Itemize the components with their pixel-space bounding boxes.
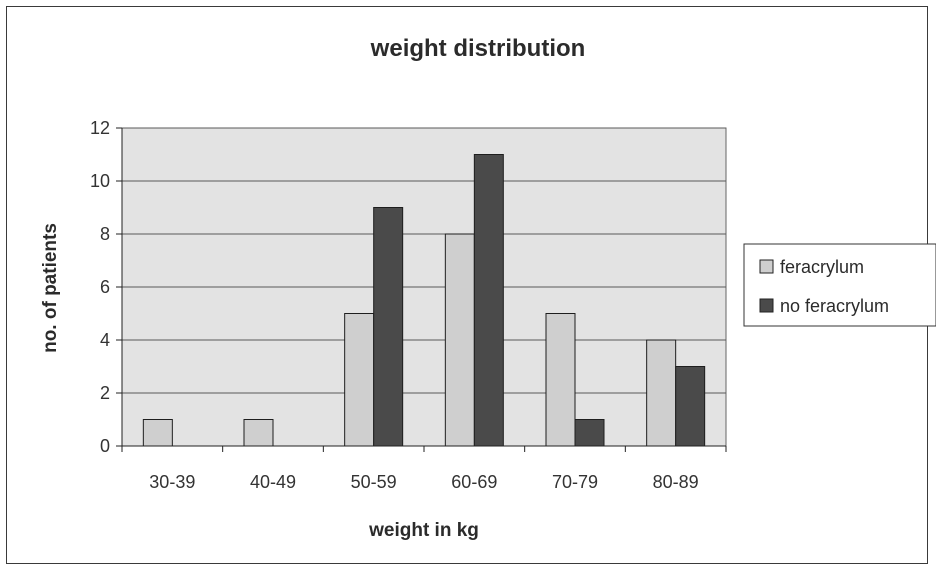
legend-swatch-feracrylum — [759, 259, 774, 274]
y-tick-label: 0 — [100, 436, 110, 456]
y-tick-label: 10 — [90, 171, 110, 191]
y-tick-label: 2 — [100, 383, 110, 403]
gridlines — [122, 127, 726, 394]
bar-feracrylum — [142, 419, 173, 447]
chart-title: weight distribution — [370, 35, 586, 62]
legend-swatch-no-feracrylum — [759, 298, 774, 313]
y-tick-label: 12 — [90, 118, 110, 138]
legend: feracrylum no feracrylum — [743, 243, 936, 327]
x-axis-title: weight in kg — [368, 520, 479, 541]
bar-feracrylum — [344, 313, 375, 447]
bar-feracrylum — [444, 233, 475, 447]
legend-label-feracrylum: feracrylum — [780, 257, 864, 277]
bar-feracrylum — [646, 339, 677, 447]
y-axis-ticks: 0 2 4 6 8 10 12 — [90, 118, 122, 456]
bar-no-feracrylum — [373, 207, 404, 447]
legend-box — [743, 243, 936, 327]
bar-no-feracrylum — [473, 154, 504, 447]
x-tick-label: 60-69 — [451, 472, 497, 492]
x-axis-ticks: 30-39 40-49 50-59 60-69 70-79 80-89 — [121, 446, 727, 492]
bars — [142, 154, 706, 447]
bar-feracrylum — [243, 419, 274, 447]
legend-label-no-feracrylum: no feracrylum — [780, 296, 889, 316]
y-axis-title: no. of patients — [40, 223, 61, 353]
x-tick-label: 80-89 — [653, 472, 699, 492]
x-tick-label: 50-59 — [351, 472, 397, 492]
bar-feracrylum — [545, 313, 576, 447]
bar-no-feracrylum — [574, 419, 605, 447]
y-tick-label: 4 — [100, 330, 110, 350]
y-tick-label: 8 — [100, 224, 110, 244]
x-tick-label: 30-39 — [149, 472, 195, 492]
x-tick-label: 40-49 — [250, 472, 296, 492]
y-tick-label: 6 — [100, 277, 110, 297]
x-tick-label: 70-79 — [552, 472, 598, 492]
bar-no-feracrylum — [675, 366, 706, 447]
